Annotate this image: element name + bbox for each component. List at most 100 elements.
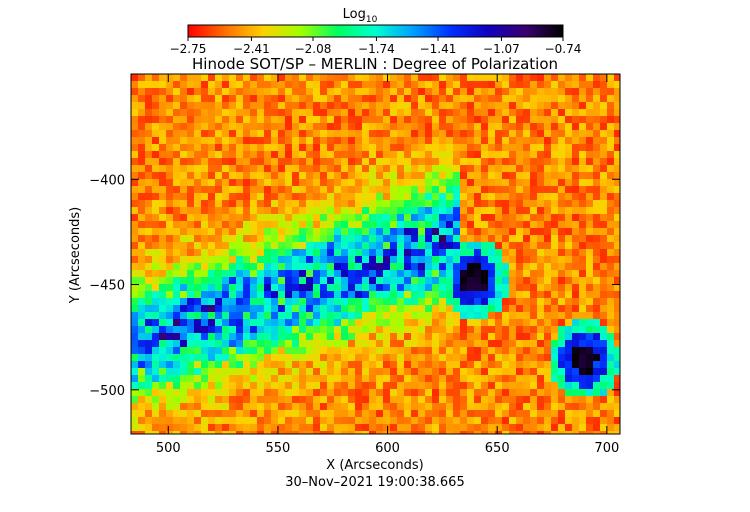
heatmap-cell <box>565 410 572 417</box>
heatmap-cell <box>453 130 460 137</box>
heatmap-cell <box>145 158 152 165</box>
heatmap-cell <box>243 298 250 305</box>
heatmap-cell <box>481 305 488 312</box>
heatmap-cell <box>145 263 152 270</box>
heatmap-cell <box>215 319 222 326</box>
heatmap-cell <box>166 319 173 326</box>
heatmap-cell <box>432 186 439 193</box>
heatmap-cell <box>334 361 341 368</box>
heatmap-cell <box>453 389 460 396</box>
heatmap-cell <box>376 95 383 102</box>
heatmap-cell <box>425 263 432 270</box>
heatmap-cell <box>236 382 243 389</box>
heatmap-cell <box>544 312 551 319</box>
heatmap-cell <box>390 235 397 242</box>
heatmap-cell <box>313 144 320 151</box>
heatmap-cell <box>579 291 586 298</box>
heatmap-cell <box>243 403 250 410</box>
heatmap-cell <box>187 291 194 298</box>
heatmap-cell <box>159 333 166 340</box>
heatmap-cell <box>369 256 376 263</box>
heatmap-cell <box>565 375 572 382</box>
heatmap-cell <box>397 179 404 186</box>
heatmap-cell <box>586 305 593 312</box>
heatmap-cell <box>299 102 306 109</box>
heatmap-cell <box>404 116 411 123</box>
heatmap-cell <box>425 109 432 116</box>
heatmap-cell <box>614 347 620 354</box>
heatmap-cell <box>474 256 481 263</box>
heatmap-cell <box>152 74 159 81</box>
heatmap-cell <box>425 305 432 312</box>
heatmap-cell <box>404 270 411 277</box>
x-tick-label: 600 <box>375 441 400 456</box>
heatmap-cell <box>369 158 376 165</box>
heatmap-cell <box>390 102 397 109</box>
heatmap-cell <box>551 368 558 375</box>
heatmap-cell <box>138 375 145 382</box>
heatmap-cell <box>509 340 516 347</box>
heatmap-cell <box>306 214 313 221</box>
heatmap-cell <box>166 137 173 144</box>
heatmap-cell <box>600 263 607 270</box>
heatmap-cell <box>278 95 285 102</box>
heatmap-cell <box>320 242 327 249</box>
heatmap-cell <box>243 109 250 116</box>
heatmap-cell <box>586 361 593 368</box>
heatmap-cell <box>159 298 166 305</box>
heatmap-cell <box>180 431 187 434</box>
heatmap-cell <box>411 242 418 249</box>
heatmap-cell <box>292 186 299 193</box>
heatmap-cell <box>376 396 383 403</box>
heatmap-cell <box>222 431 229 434</box>
heatmap-cell <box>201 284 208 291</box>
heatmap-cell <box>614 130 620 137</box>
heatmap-cell <box>222 88 229 95</box>
heatmap-cell <box>467 270 474 277</box>
heatmap-cell <box>341 200 348 207</box>
heatmap-cell <box>348 312 355 319</box>
heatmap-cell <box>474 235 481 242</box>
heatmap-cell <box>341 116 348 123</box>
heatmap-cell <box>502 221 509 228</box>
heatmap-cell <box>481 298 488 305</box>
heatmap-cell <box>299 172 306 179</box>
heatmap-cell <box>376 186 383 193</box>
heatmap-cell <box>397 242 404 249</box>
heatmap-cell <box>292 403 299 410</box>
heatmap-cell <box>166 396 173 403</box>
heatmap-cell <box>299 123 306 130</box>
heatmap-cell <box>495 179 502 186</box>
heatmap-cell <box>404 389 411 396</box>
heatmap-cell <box>166 102 173 109</box>
heatmap-cell <box>215 326 222 333</box>
heatmap-cell <box>334 235 341 242</box>
heatmap-cell <box>376 109 383 116</box>
heatmap-cell <box>264 361 271 368</box>
heatmap-cell <box>579 109 586 116</box>
heatmap-cell <box>488 312 495 319</box>
heatmap-cell <box>488 235 495 242</box>
heatmap-cell <box>397 186 404 193</box>
heatmap-cell <box>551 305 558 312</box>
heatmap-cell <box>278 424 285 431</box>
heatmap-cell <box>544 396 551 403</box>
heatmap-cell <box>495 123 502 130</box>
heatmap-cell <box>516 396 523 403</box>
heatmap-cell <box>348 88 355 95</box>
heatmap-cell <box>481 333 488 340</box>
heatmap-cell <box>579 88 586 95</box>
heatmap-cell <box>572 249 579 256</box>
heatmap-cell <box>194 207 201 214</box>
heatmap-cell <box>355 375 362 382</box>
heatmap-cell <box>369 214 376 221</box>
heatmap-cell <box>509 382 516 389</box>
heatmap-cell <box>530 242 537 249</box>
heatmap-cell <box>306 340 313 347</box>
heatmap-cell <box>558 298 565 305</box>
heatmap-cell <box>215 340 222 347</box>
heatmap-cell <box>425 354 432 361</box>
heatmap-cell <box>208 410 215 417</box>
heatmap-cell <box>348 102 355 109</box>
